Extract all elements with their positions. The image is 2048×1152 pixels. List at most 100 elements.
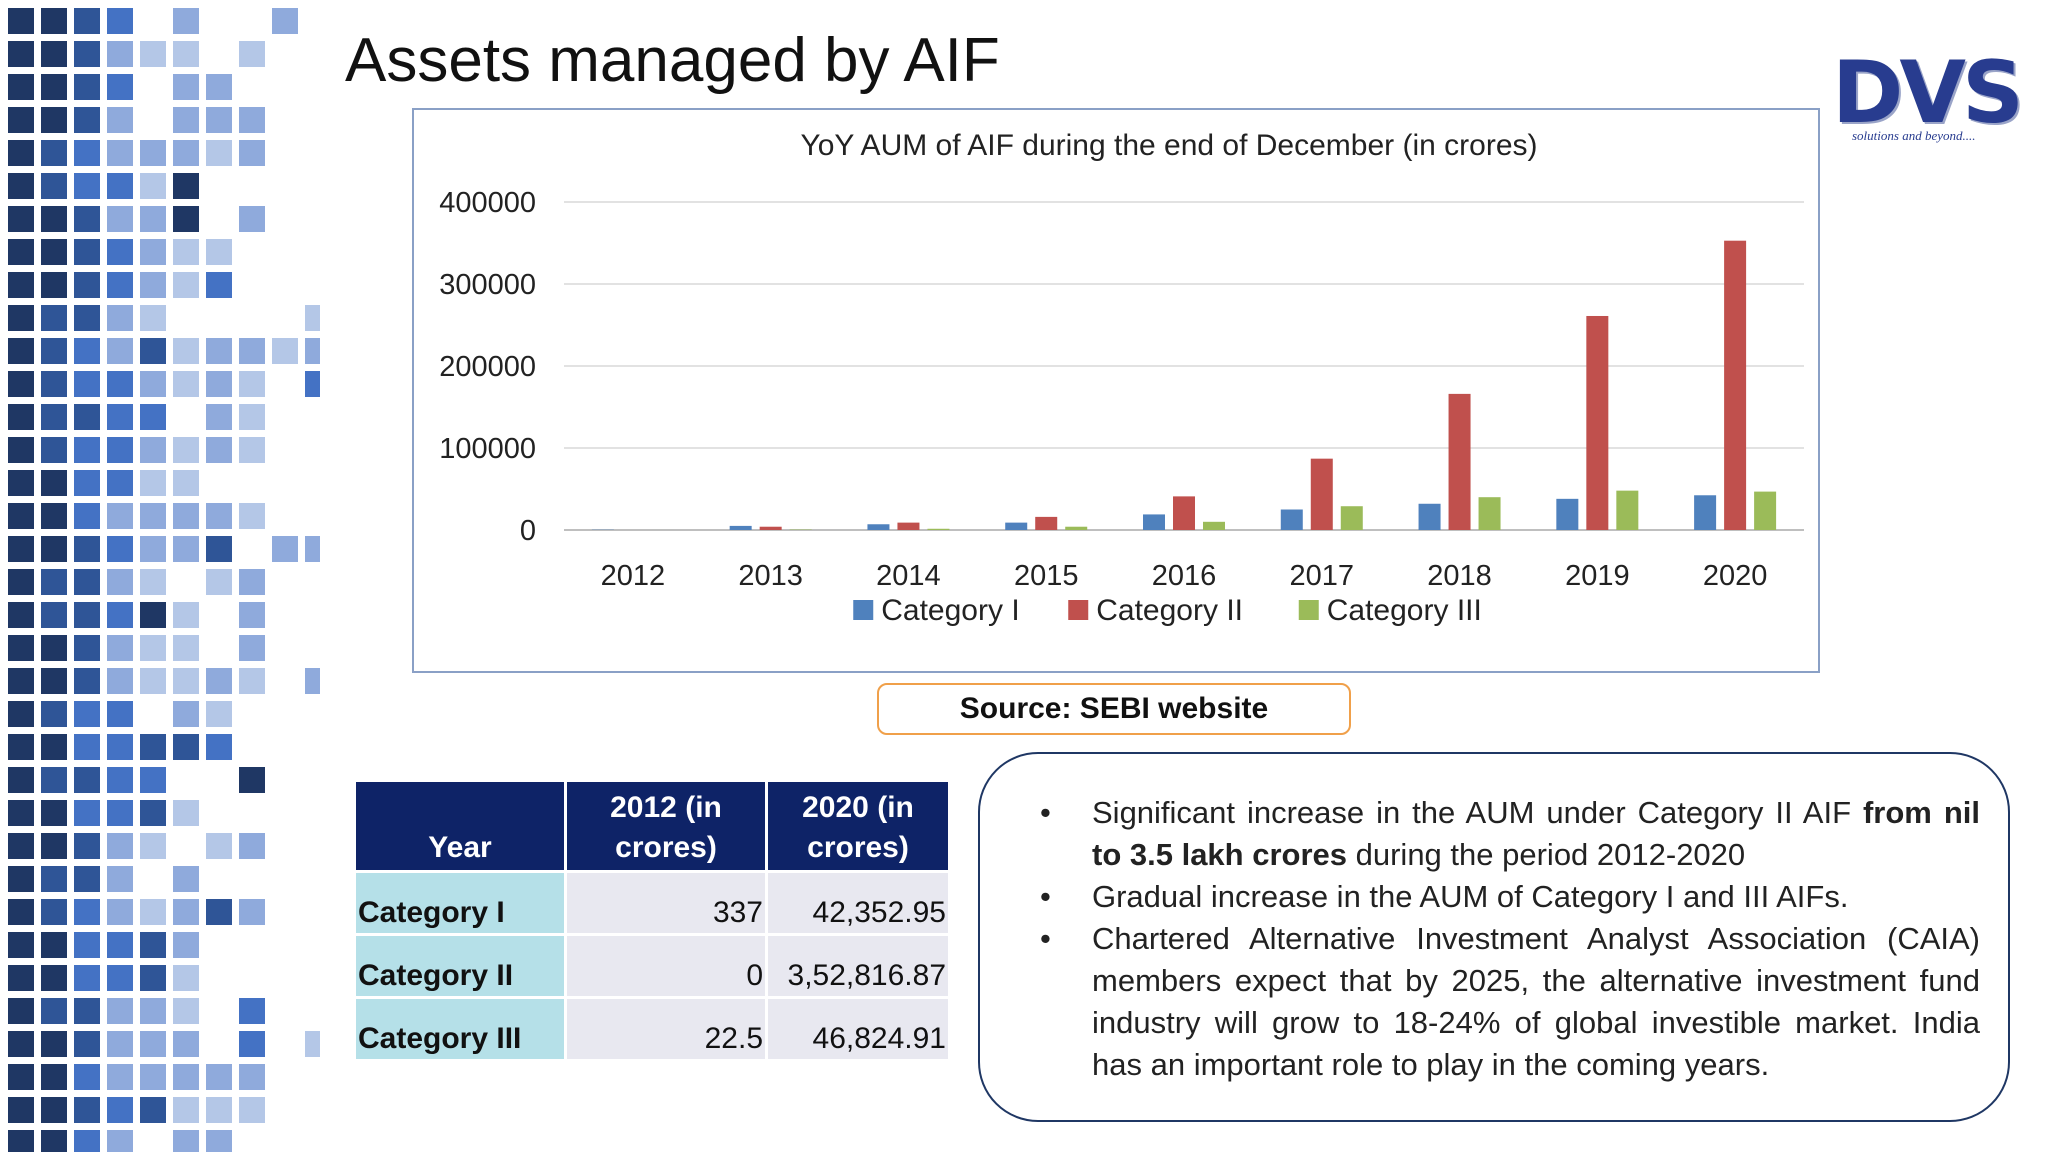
- mosaic-tile: [305, 371, 320, 397]
- mosaic-tile: [107, 503, 133, 529]
- mosaic-tile: [140, 503, 166, 529]
- mosaic-tile: [206, 140, 232, 166]
- mosaic-tile: [8, 734, 34, 760]
- mosaic-tile: [8, 140, 34, 166]
- mosaic-tile: [41, 173, 67, 199]
- mosaic-tile: [74, 107, 100, 133]
- mosaic-tile: [8, 305, 34, 331]
- source-label: Source: SEBI website: [877, 683, 1351, 735]
- mosaic-tile: [173, 173, 199, 199]
- note-text: Significant increase in the AUM under Ca…: [1092, 795, 1863, 830]
- note-text: Chartered Alternative Investment Analyst…: [1092, 921, 1980, 1082]
- mosaic-tile: [74, 305, 100, 331]
- mosaic-tile: [41, 503, 67, 529]
- mosaic-tile: [239, 503, 265, 529]
- mosaic-tile: [107, 734, 133, 760]
- mosaic-tile: [8, 8, 34, 34]
- table-row: Category II 0 3,52,816.87: [356, 934, 951, 999]
- mosaic-tile: [74, 173, 100, 199]
- mosaic-tile: [173, 503, 199, 529]
- mosaic-tile: [41, 602, 67, 628]
- bar-category-i-2017: [1280, 509, 1303, 530]
- mosaic-tile: [272, 338, 298, 364]
- legend-swatch: [1298, 600, 1319, 620]
- mosaic-tile: [74, 503, 100, 529]
- mosaic-tile: [74, 1031, 100, 1057]
- mosaic-tile: [305, 536, 320, 562]
- mosaic-tile: [173, 734, 199, 760]
- mosaic-tile: [239, 668, 265, 694]
- bar-category-i-2020: [1694, 495, 1717, 530]
- mosaic-tile: [8, 74, 34, 100]
- mosaic-tile: [8, 272, 34, 298]
- table-header-2020: 2020 (in crores): [766, 782, 951, 873]
- mosaic-tile: [140, 767, 166, 793]
- bar-category-iii-2017: [1340, 506, 1363, 530]
- mosaic-tile: [41, 833, 67, 859]
- mosaic-tile: [272, 536, 298, 562]
- aum-table: Year 2012 (in crores) 2020 (in crores) C…: [356, 782, 951, 1062]
- mosaic-tile: [140, 998, 166, 1024]
- mosaic-tile: [173, 800, 199, 826]
- mosaic-tile: [140, 800, 166, 826]
- table-row-label: Category III: [356, 997, 567, 1062]
- note-item: • Significant increase in the AUM under …: [1010, 792, 1980, 876]
- mosaic-tile: [41, 1097, 67, 1123]
- mosaic-tile: [140, 635, 166, 661]
- bar-category-iii-2019: [1616, 490, 1639, 530]
- bullet-icon: •: [1040, 795, 1051, 830]
- mosaic-tile: [74, 866, 100, 892]
- mosaic-tile: [8, 998, 34, 1024]
- mosaic-tile: [140, 338, 166, 364]
- x-tick-label: 2019: [1565, 560, 1630, 592]
- mosaic-tile: [8, 569, 34, 595]
- mosaic-tile: [140, 932, 166, 958]
- mosaic-tile: [140, 734, 166, 760]
- mosaic-tile: [41, 536, 67, 562]
- mosaic-tile: [173, 272, 199, 298]
- bar-category-ii-2017: [1310, 458, 1333, 530]
- mosaic-tile: [41, 866, 67, 892]
- mosaic-tile: [41, 1064, 67, 1090]
- mosaic-tile: [173, 602, 199, 628]
- mosaic-tile: [173, 866, 199, 892]
- mosaic-tile: [74, 602, 100, 628]
- mosaic-tile: [173, 338, 199, 364]
- mosaic-tile: [206, 338, 232, 364]
- mosaic-tile: [173, 239, 199, 265]
- mosaic-tile: [206, 668, 232, 694]
- slide-title: Assets managed by AIF: [345, 26, 1000, 95]
- mosaic-tile: [107, 668, 133, 694]
- mosaic-tile: [206, 239, 232, 265]
- mosaic-tile: [239, 371, 265, 397]
- mosaic-tile: [8, 41, 34, 67]
- mosaic-tile: [41, 965, 67, 991]
- mosaic-tile: [239, 1064, 265, 1090]
- mosaic-tile: [74, 1064, 100, 1090]
- mosaic-tile: [41, 371, 67, 397]
- bar-category-ii-2018: [1448, 393, 1471, 530]
- mosaic-tile: [173, 899, 199, 925]
- table-cell-2012: 0: [565, 934, 768, 999]
- mosaic-tile: [107, 74, 133, 100]
- y-tick-label: 400000: [439, 187, 536, 219]
- mosaic-tile: [206, 272, 232, 298]
- mosaic-tile: [41, 1031, 67, 1057]
- mosaic-tile: [140, 371, 166, 397]
- mosaic-tile: [206, 371, 232, 397]
- bullet-icon: •: [1040, 879, 1051, 914]
- mosaic-tile: [74, 1130, 100, 1152]
- y-tick-label: 0: [520, 515, 536, 547]
- x-tick-label: 2013: [738, 560, 803, 592]
- mosaic-tile: [140, 470, 166, 496]
- table-row: Category III 22.5 46,824.91: [356, 997, 951, 1062]
- mosaic-tile: [107, 239, 133, 265]
- mosaic-tile: [173, 1130, 199, 1152]
- mosaic-tile: [206, 536, 232, 562]
- mosaic-tile: [8, 371, 34, 397]
- mosaic-tile: [239, 635, 265, 661]
- bar-category-i-2016: [1143, 514, 1165, 530]
- mosaic-tile: [8, 1097, 34, 1123]
- mosaic-tile: [74, 74, 100, 100]
- mosaic-tile: [140, 173, 166, 199]
